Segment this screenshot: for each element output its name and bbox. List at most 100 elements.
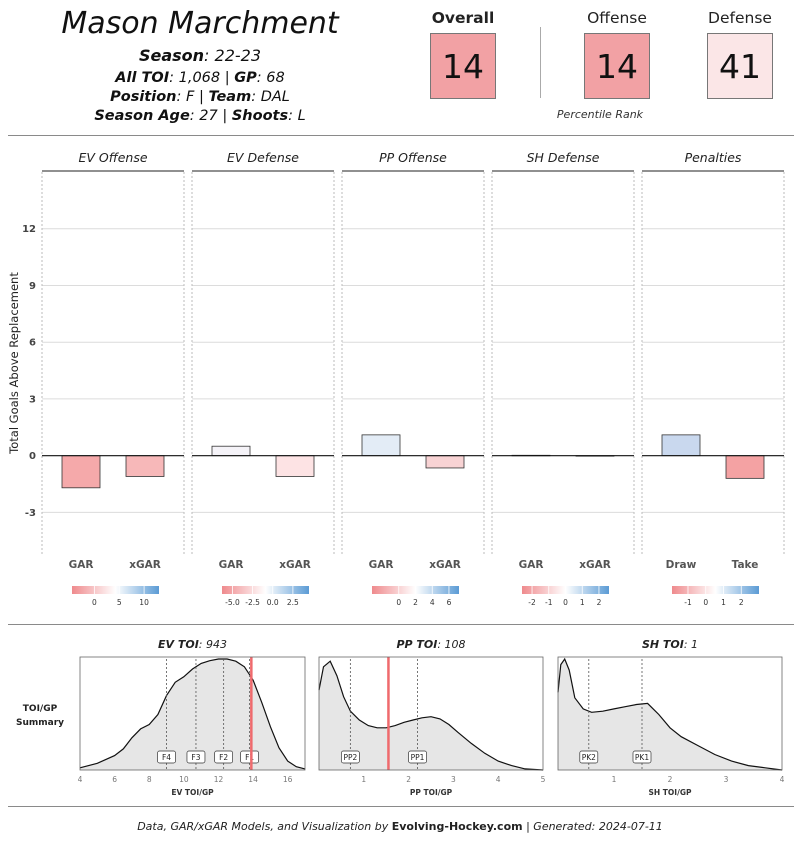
y-tick-label: 6 — [29, 338, 36, 349]
toi-x-tick-label: 10 — [179, 775, 189, 784]
age-line: Season Age: 27 | Shoots: L — [20, 108, 380, 124]
color-scale-label: 5 — [117, 598, 122, 607]
line-marker-label: PP1 — [411, 753, 425, 762]
color-scale-label: -2.5 — [245, 598, 260, 607]
toi-panel-title: PP TOI: 108 — [396, 638, 465, 651]
toi-title-value: : 108 — [437, 638, 465, 651]
footer-suffix: | Generated: 2024-07-11 — [522, 820, 663, 833]
x-tick-label: GAR — [219, 559, 244, 571]
toi-panel-title: EV TOI: 943 — [158, 638, 227, 651]
team-label: Team — [208, 89, 252, 105]
toi-title-value: : 943 — [199, 638, 227, 651]
bar — [425, 455, 465, 469]
toi-x-tick-label: 12 — [214, 775, 224, 784]
toi-x-tick-label: 3 — [451, 775, 456, 784]
color-scale-label: 10 — [139, 598, 149, 607]
x-tick-label: GAR — [369, 559, 394, 571]
toi-title-label: EV TOI — [158, 638, 199, 651]
line-marker-box — [579, 750, 599, 764]
footer-prefix: Data, GAR/xGAR Models, and Visualization… — [137, 820, 392, 833]
density-line — [79, 658, 306, 770]
color-scale-label: 1 — [580, 598, 585, 607]
line-marker-label: PK1 — [635, 753, 649, 762]
x-tick-label: xGAR — [429, 559, 461, 571]
position-value: : F | — [176, 89, 209, 105]
toi-x-axis-label: SH TOI/GP — [649, 788, 692, 797]
position-line: Position: F | Team: DAL — [20, 89, 380, 105]
bar — [361, 434, 401, 457]
color-scale-label: 4 — [430, 598, 435, 607]
line-marker-box — [186, 750, 206, 764]
season-value: : 22-23 — [204, 46, 262, 65]
age-label: Season Age — [94, 108, 190, 124]
toi-x-tick-label: 4 — [496, 775, 501, 784]
toi-label: All TOI — [115, 70, 170, 86]
x-tick-label: xGAR — [579, 559, 611, 571]
line-marker-label: F4 — [162, 753, 171, 762]
line-marker-box — [341, 750, 360, 764]
color-scale-label: 1 — [721, 598, 726, 607]
line-marker-box — [408, 750, 427, 764]
toi-x-tick-label: 3 — [724, 775, 729, 784]
color-scale-label: 0 — [703, 598, 708, 607]
panel-title: EV Defense — [227, 150, 299, 165]
y-tick-label: 3 — [29, 394, 36, 405]
age-value: : 27 | — [189, 108, 232, 124]
rank-box-overall: 14 — [430, 33, 496, 99]
x-tick-label: xGAR — [279, 559, 311, 571]
gp-value: : 68 — [256, 70, 285, 86]
bar — [211, 445, 251, 457]
position-label: Position — [110, 89, 177, 105]
toi-x-tick-label: 2 — [668, 775, 673, 784]
color-scale-label: 0 — [92, 598, 97, 607]
toi-x-tick-label: 8 — [147, 775, 152, 784]
gp-label: GP — [234, 70, 257, 86]
shoots-value: : L — [288, 108, 306, 124]
x-tick-label: xGAR — [129, 559, 161, 571]
color-scale-bar — [72, 586, 159, 594]
toi-x-tick-label: 14 — [248, 775, 258, 784]
toi-panel-title: SH TOI: 1 — [642, 638, 698, 651]
color-scale-label: 0 — [396, 598, 401, 607]
density-line — [318, 660, 544, 771]
header-divider — [8, 135, 794, 136]
y-tick-label: -3 — [25, 508, 36, 519]
bar — [725, 455, 765, 479]
color-scale-label: 2 — [739, 598, 744, 607]
line-marker-label: F1 — [245, 753, 254, 762]
density-area — [319, 661, 543, 770]
y-axis-label: Total Goals Above Replacement — [7, 272, 21, 455]
color-scale-label: 0 — [563, 598, 568, 607]
color-scale-label: -1 — [545, 598, 553, 607]
rank-label-defense: Defense — [708, 9, 772, 27]
line-marker-box — [632, 750, 652, 764]
footer-brand: Evolving-Hockey.com — [391, 820, 523, 833]
toi-x-tick-label: 4 — [78, 775, 83, 784]
season-line: Season: 22-23 — [20, 46, 380, 65]
bar — [661, 434, 701, 457]
season-label: Season — [138, 46, 205, 65]
toi-x-tick-label: 16 — [283, 775, 293, 784]
footer-credits: Data, GAR/xGAR Models, and Visualization… — [0, 820, 800, 833]
toi-panel-frame — [79, 656, 306, 771]
line-marker-box — [157, 750, 176, 764]
toi-line: All TOI: 1,068 | GP: 68 — [20, 70, 380, 86]
panel-title: EV Offense — [78, 150, 147, 165]
toi-x-tick-label: 2 — [406, 775, 411, 784]
y-tick-label: 9 — [29, 281, 36, 292]
line-marker-label: PK2 — [582, 753, 596, 762]
color-scale-label: 2 — [597, 598, 602, 607]
color-scale-label: 2.5 — [287, 598, 299, 607]
toi-value: : 1,068 | — [169, 70, 235, 86]
toi-x-tick-label: 4 — [780, 775, 785, 784]
line-marker-label: F3 — [191, 753, 200, 762]
player-header: Mason Marchment Season: 22-23 All TOI: 1… — [0, 0, 800, 132]
panel-title: Penalties — [685, 150, 742, 165]
toi-title-label: SH TOI — [642, 638, 684, 651]
color-scale-bar — [672, 586, 759, 594]
color-scale-bar — [222, 586, 309, 594]
footer-divider — [8, 806, 794, 807]
color-scale-label: -2 — [528, 598, 536, 607]
toi-panel-frame — [318, 656, 544, 771]
